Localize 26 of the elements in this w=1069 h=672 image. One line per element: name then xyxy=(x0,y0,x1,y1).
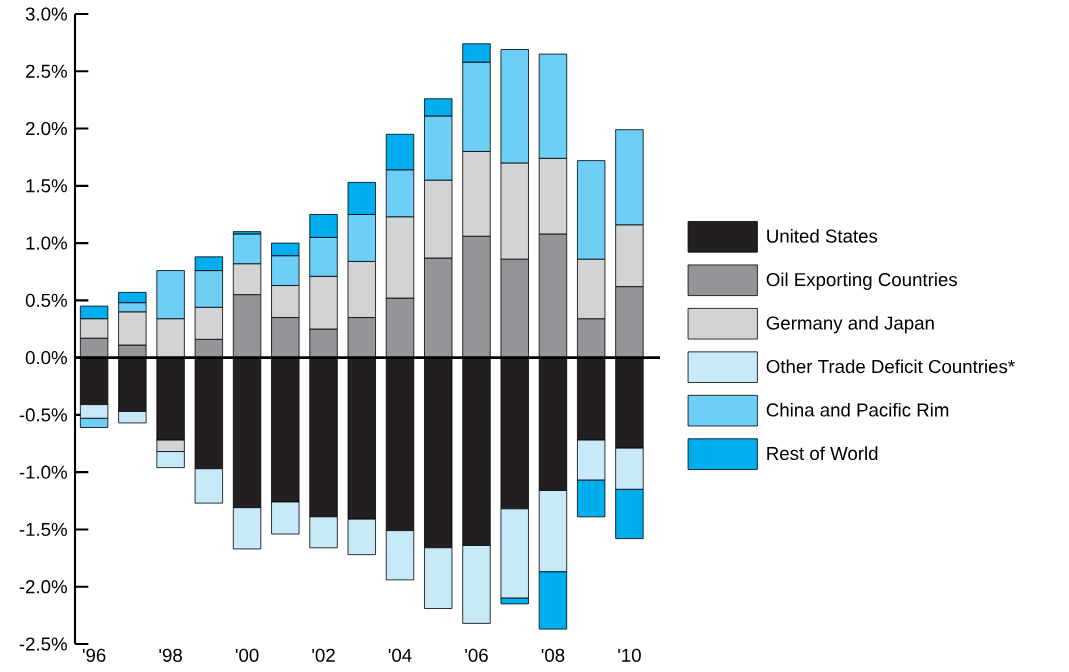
y-tick-label: -0.5% xyxy=(19,408,67,422)
x-tick-label: '06 xyxy=(465,648,488,662)
x-tick-label: '04 xyxy=(388,648,412,662)
legend-label: China and Pacific Rim xyxy=(766,402,949,417)
x-tick-label: '08 xyxy=(541,648,565,662)
y-tick-label: -2.5% xyxy=(19,637,67,651)
x-tick-label: '98 xyxy=(159,648,182,662)
y-tick-label: 0.0% xyxy=(25,351,67,365)
legend-label: Other Trade Deficit Countries* xyxy=(766,359,1015,374)
x-tick-label: '02 xyxy=(312,648,335,662)
y-tick-label: 0.5% xyxy=(25,293,67,307)
y-tick-label: 2.0% xyxy=(26,121,67,136)
y-tick-label: -1.5% xyxy=(19,522,67,537)
y-tick-label: 1.5% xyxy=(26,179,67,193)
y-tick-label: 2.5% xyxy=(26,64,67,78)
x-tick-label: '10 xyxy=(618,648,641,662)
legend-label: Germany and Japan xyxy=(766,315,934,334)
legend-label: Oil Exporting Countries xyxy=(766,272,958,290)
y-tick-label: -2.0% xyxy=(19,580,67,594)
y-tick-label: -1.0% xyxy=(19,465,67,479)
x-tick-label: '96 xyxy=(82,648,106,662)
y-tick-label: 1.0% xyxy=(26,236,67,250)
legend-label: Rest of World xyxy=(767,446,878,461)
legend-label: United States xyxy=(767,229,878,243)
y-tick-label: 3.0% xyxy=(25,7,67,21)
x-tick-label: '00 xyxy=(235,648,259,662)
